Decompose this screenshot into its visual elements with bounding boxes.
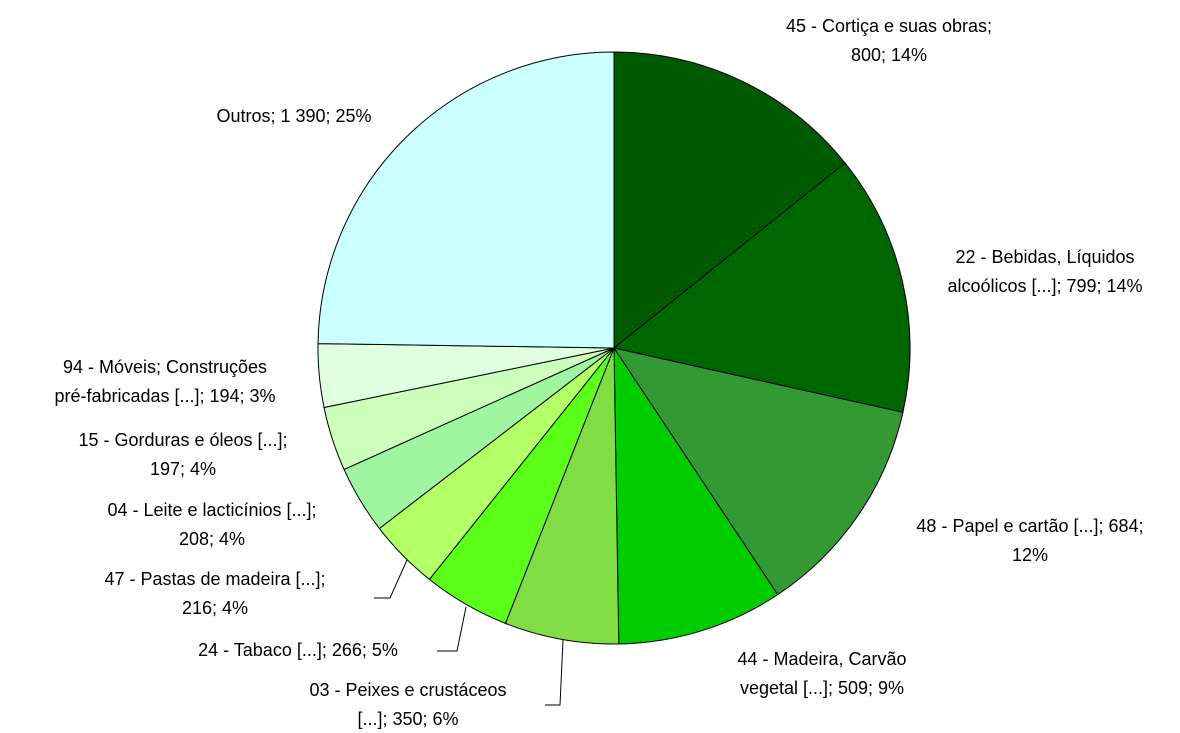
data-label: 15 - Gorduras e óleos [...]; bbox=[78, 430, 287, 450]
data-label: 800; 14% bbox=[851, 45, 927, 65]
data-label: 48 - Papel e cartão [...]; 684; bbox=[916, 516, 1143, 536]
data-label: [...]; 350; 6% bbox=[357, 709, 458, 729]
data-label: 24 - Tabaco [...]; 266; 5% bbox=[198, 640, 398, 660]
data-label: 47 - Pastas de madeira [...]; bbox=[104, 569, 325, 589]
data-label: pré-fabricadas [...]; 194; 3% bbox=[54, 386, 275, 406]
data-label: 44 - Madeira, Carvão bbox=[737, 649, 906, 669]
pie-slice bbox=[612, 162, 911, 413]
pie-slice bbox=[613, 346, 779, 645]
data-label: 22 - Bebidas, Líquidos bbox=[955, 247, 1134, 267]
data-label: alcoólicos [...]; 799; 14% bbox=[947, 276, 1142, 296]
leader-line bbox=[374, 559, 408, 599]
data-label: 94 - Móveis; Construções bbox=[63, 357, 267, 377]
pie-slice bbox=[504, 347, 620, 645]
pie-slice bbox=[612, 347, 904, 596]
data-label: 216; 4% bbox=[182, 598, 248, 618]
data-label: 03 - Peixes e crustáceos bbox=[309, 680, 506, 700]
data-label: Outros; 1 390; 25% bbox=[216, 106, 371, 126]
data-label: vegetal [...]; 509; 9% bbox=[740, 678, 904, 698]
data-label: 12% bbox=[1012, 545, 1048, 565]
pie-slice bbox=[613, 51, 846, 350]
data-label: 45 - Cortiça e suas obras; bbox=[786, 16, 992, 36]
data-label: 208; 4% bbox=[179, 529, 245, 549]
data-label: 04 - Leite e lacticínios [...]; bbox=[107, 500, 316, 520]
pie-slice bbox=[317, 51, 615, 349]
leader-line bbox=[437, 606, 467, 652]
data-label: 197; 4% bbox=[150, 459, 216, 479]
leader-line bbox=[545, 639, 564, 706]
